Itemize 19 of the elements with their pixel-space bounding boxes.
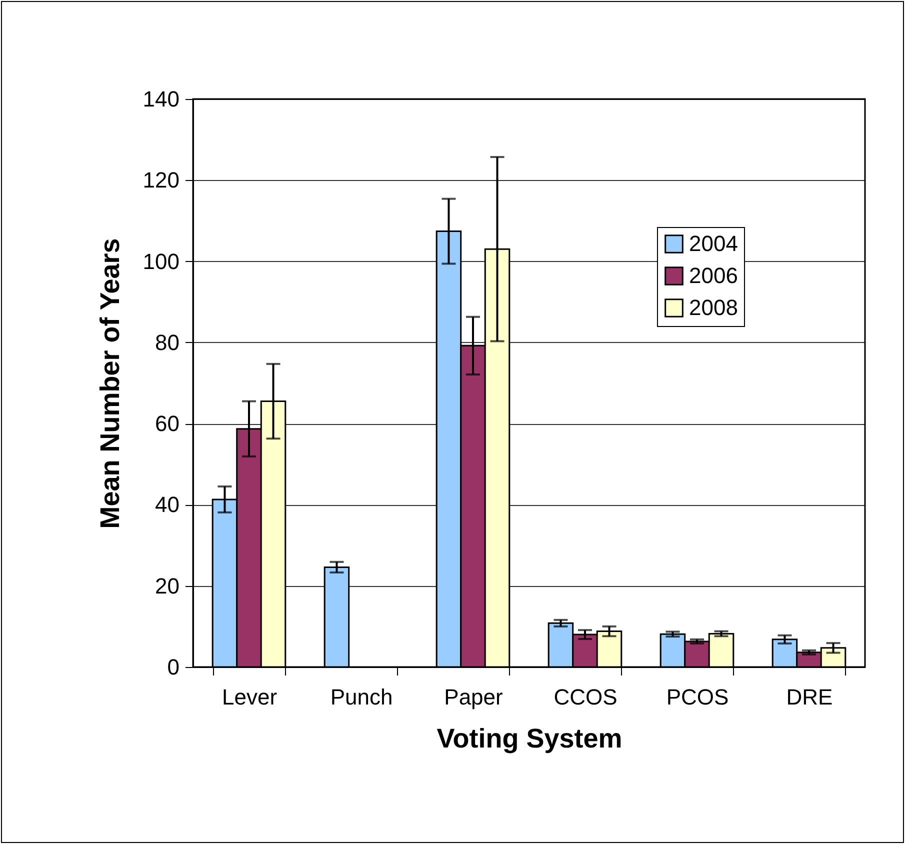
y-tick-label: 0 <box>167 654 180 680</box>
legend-label: 2006 <box>689 263 738 288</box>
y-tick-label: 20 <box>155 573 180 598</box>
y-tick-label: 60 <box>155 411 180 436</box>
y-axis-title: Mean Number of Years <box>94 238 125 529</box>
y-tick-label: 120 <box>142 168 180 193</box>
x-tick-label: Punch <box>330 684 393 710</box>
y-tick-label: 40 <box>155 492 180 518</box>
x-tick-label: Paper <box>444 684 503 710</box>
legend-label: 2004 <box>689 231 738 256</box>
x-tick-label: DRE <box>786 684 833 710</box>
y-tick-label: 140 <box>142 86 180 112</box>
y-tick-label: 80 <box>155 330 180 355</box>
y-tick-label: 100 <box>142 248 180 274</box>
x-axis-title: Voting System <box>436 724 622 754</box>
x-tick-label: CCOS <box>554 684 618 710</box>
legend-label: 2008 <box>689 295 738 320</box>
x-tick-label: Lever <box>222 684 278 710</box>
x-tick-label: PCOS <box>666 684 729 710</box>
